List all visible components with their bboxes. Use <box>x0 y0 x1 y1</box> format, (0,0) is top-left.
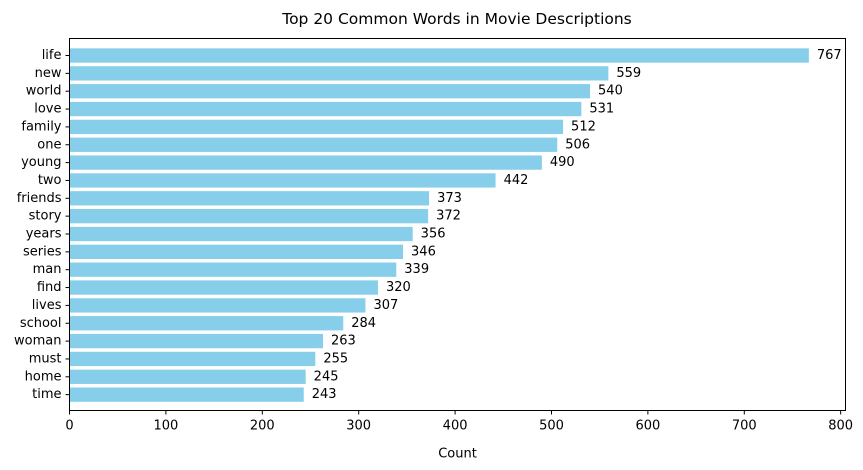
data-label-man: 339 <box>404 262 429 277</box>
data-label-family: 512 <box>571 119 596 134</box>
bar-young <box>69 155 542 170</box>
data-label-must: 255 <box>323 351 348 366</box>
bar-series <box>69 244 404 259</box>
bar-woman <box>69 333 324 349</box>
bars-layer <box>69 48 809 402</box>
data-labels: 767 559 540 531 512 506 490 442 373 372 356 346 339 3… <box>312 48 842 402</box>
data-label-life: 767 <box>817 48 842 63</box>
bar-find <box>69 280 378 295</box>
chart-title: Top 20 Common Words in Movie Description… <box>281 10 632 28</box>
bar-family <box>69 119 564 135</box>
y-tick-label: one <box>37 137 61 152</box>
data-label-two: 442 <box>504 173 529 188</box>
y-tick-label: world <box>26 84 62 99</box>
bar-story <box>69 209 429 224</box>
bar-lives <box>69 298 366 313</box>
y-tick-label: story <box>29 209 62 224</box>
bar-home <box>69 369 306 384</box>
y-tick-label: woman <box>14 334 61 349</box>
y-tick-label: must <box>29 351 62 366</box>
bar-school <box>69 316 344 331</box>
y-tick-label: love <box>34 102 61 117</box>
y-tick-label: life <box>42 48 62 63</box>
data-label-woman: 263 <box>331 334 356 349</box>
y-tick-label: find <box>37 280 62 295</box>
y-tick-label: time <box>32 387 61 402</box>
data-label-young: 490 <box>550 155 575 170</box>
bar-must <box>69 351 316 367</box>
y-tick-label: new <box>35 66 62 81</box>
bar-friends <box>69 191 430 206</box>
y-tick-label: family <box>21 119 61 134</box>
x-tick-label: 700 <box>732 419 757 434</box>
bar-new <box>69 66 609 81</box>
y-tick-label: series <box>23 244 62 259</box>
data-label-love: 531 <box>589 102 614 117</box>
data-label-new: 559 <box>616 66 641 81</box>
x-tick-label: 600 <box>635 419 660 434</box>
x-tick-label: 500 <box>539 419 564 434</box>
data-label-lives: 307 <box>373 298 398 313</box>
y-tick-label: years <box>26 227 62 242</box>
axes-frame <box>69 38 846 411</box>
x-ticks: 0 100 200 300 400 500 600 700 800 <box>65 410 853 434</box>
y-tick-label: lives <box>32 298 62 313</box>
x-tick-label: 300 <box>346 419 371 434</box>
y-tick-label: young <box>21 155 61 170</box>
x-tick-label: 0 <box>65 419 73 434</box>
bar-life <box>69 48 809 63</box>
bar-time <box>69 387 304 402</box>
y-tick-label: home <box>25 369 62 384</box>
data-label-world: 540 <box>598 84 623 99</box>
data-label-friends: 373 <box>437 191 462 206</box>
data-label-series: 346 <box>411 244 436 259</box>
y-tick-label: two <box>38 173 62 188</box>
x-axis-label: Count <box>438 447 477 462</box>
data-label-time: 243 <box>312 387 337 402</box>
x-tick-label: 800 <box>828 419 853 434</box>
data-label-home: 245 <box>314 369 339 384</box>
bar-love <box>69 101 582 117</box>
bar-two <box>69 173 496 188</box>
y-tick-label: friends <box>17 191 62 206</box>
y-tick-label: man <box>33 262 62 277</box>
data-label-school: 284 <box>351 316 376 331</box>
bar-man <box>69 262 397 277</box>
data-label-find: 320 <box>386 280 411 295</box>
bar-one <box>69 137 558 152</box>
x-tick-label: 100 <box>153 419 178 434</box>
data-label-years: 356 <box>421 227 446 242</box>
y-tick-labels: life new world love family one young two friends… <box>14 48 70 402</box>
x-tick-label: 400 <box>443 419 468 434</box>
data-label-story: 372 <box>436 209 461 224</box>
bar-world <box>69 84 591 99</box>
y-tick-label: school <box>20 316 62 331</box>
bar-years <box>69 226 413 242</box>
data-label-one: 506 <box>565 137 590 152</box>
x-tick-label: 200 <box>250 419 275 434</box>
